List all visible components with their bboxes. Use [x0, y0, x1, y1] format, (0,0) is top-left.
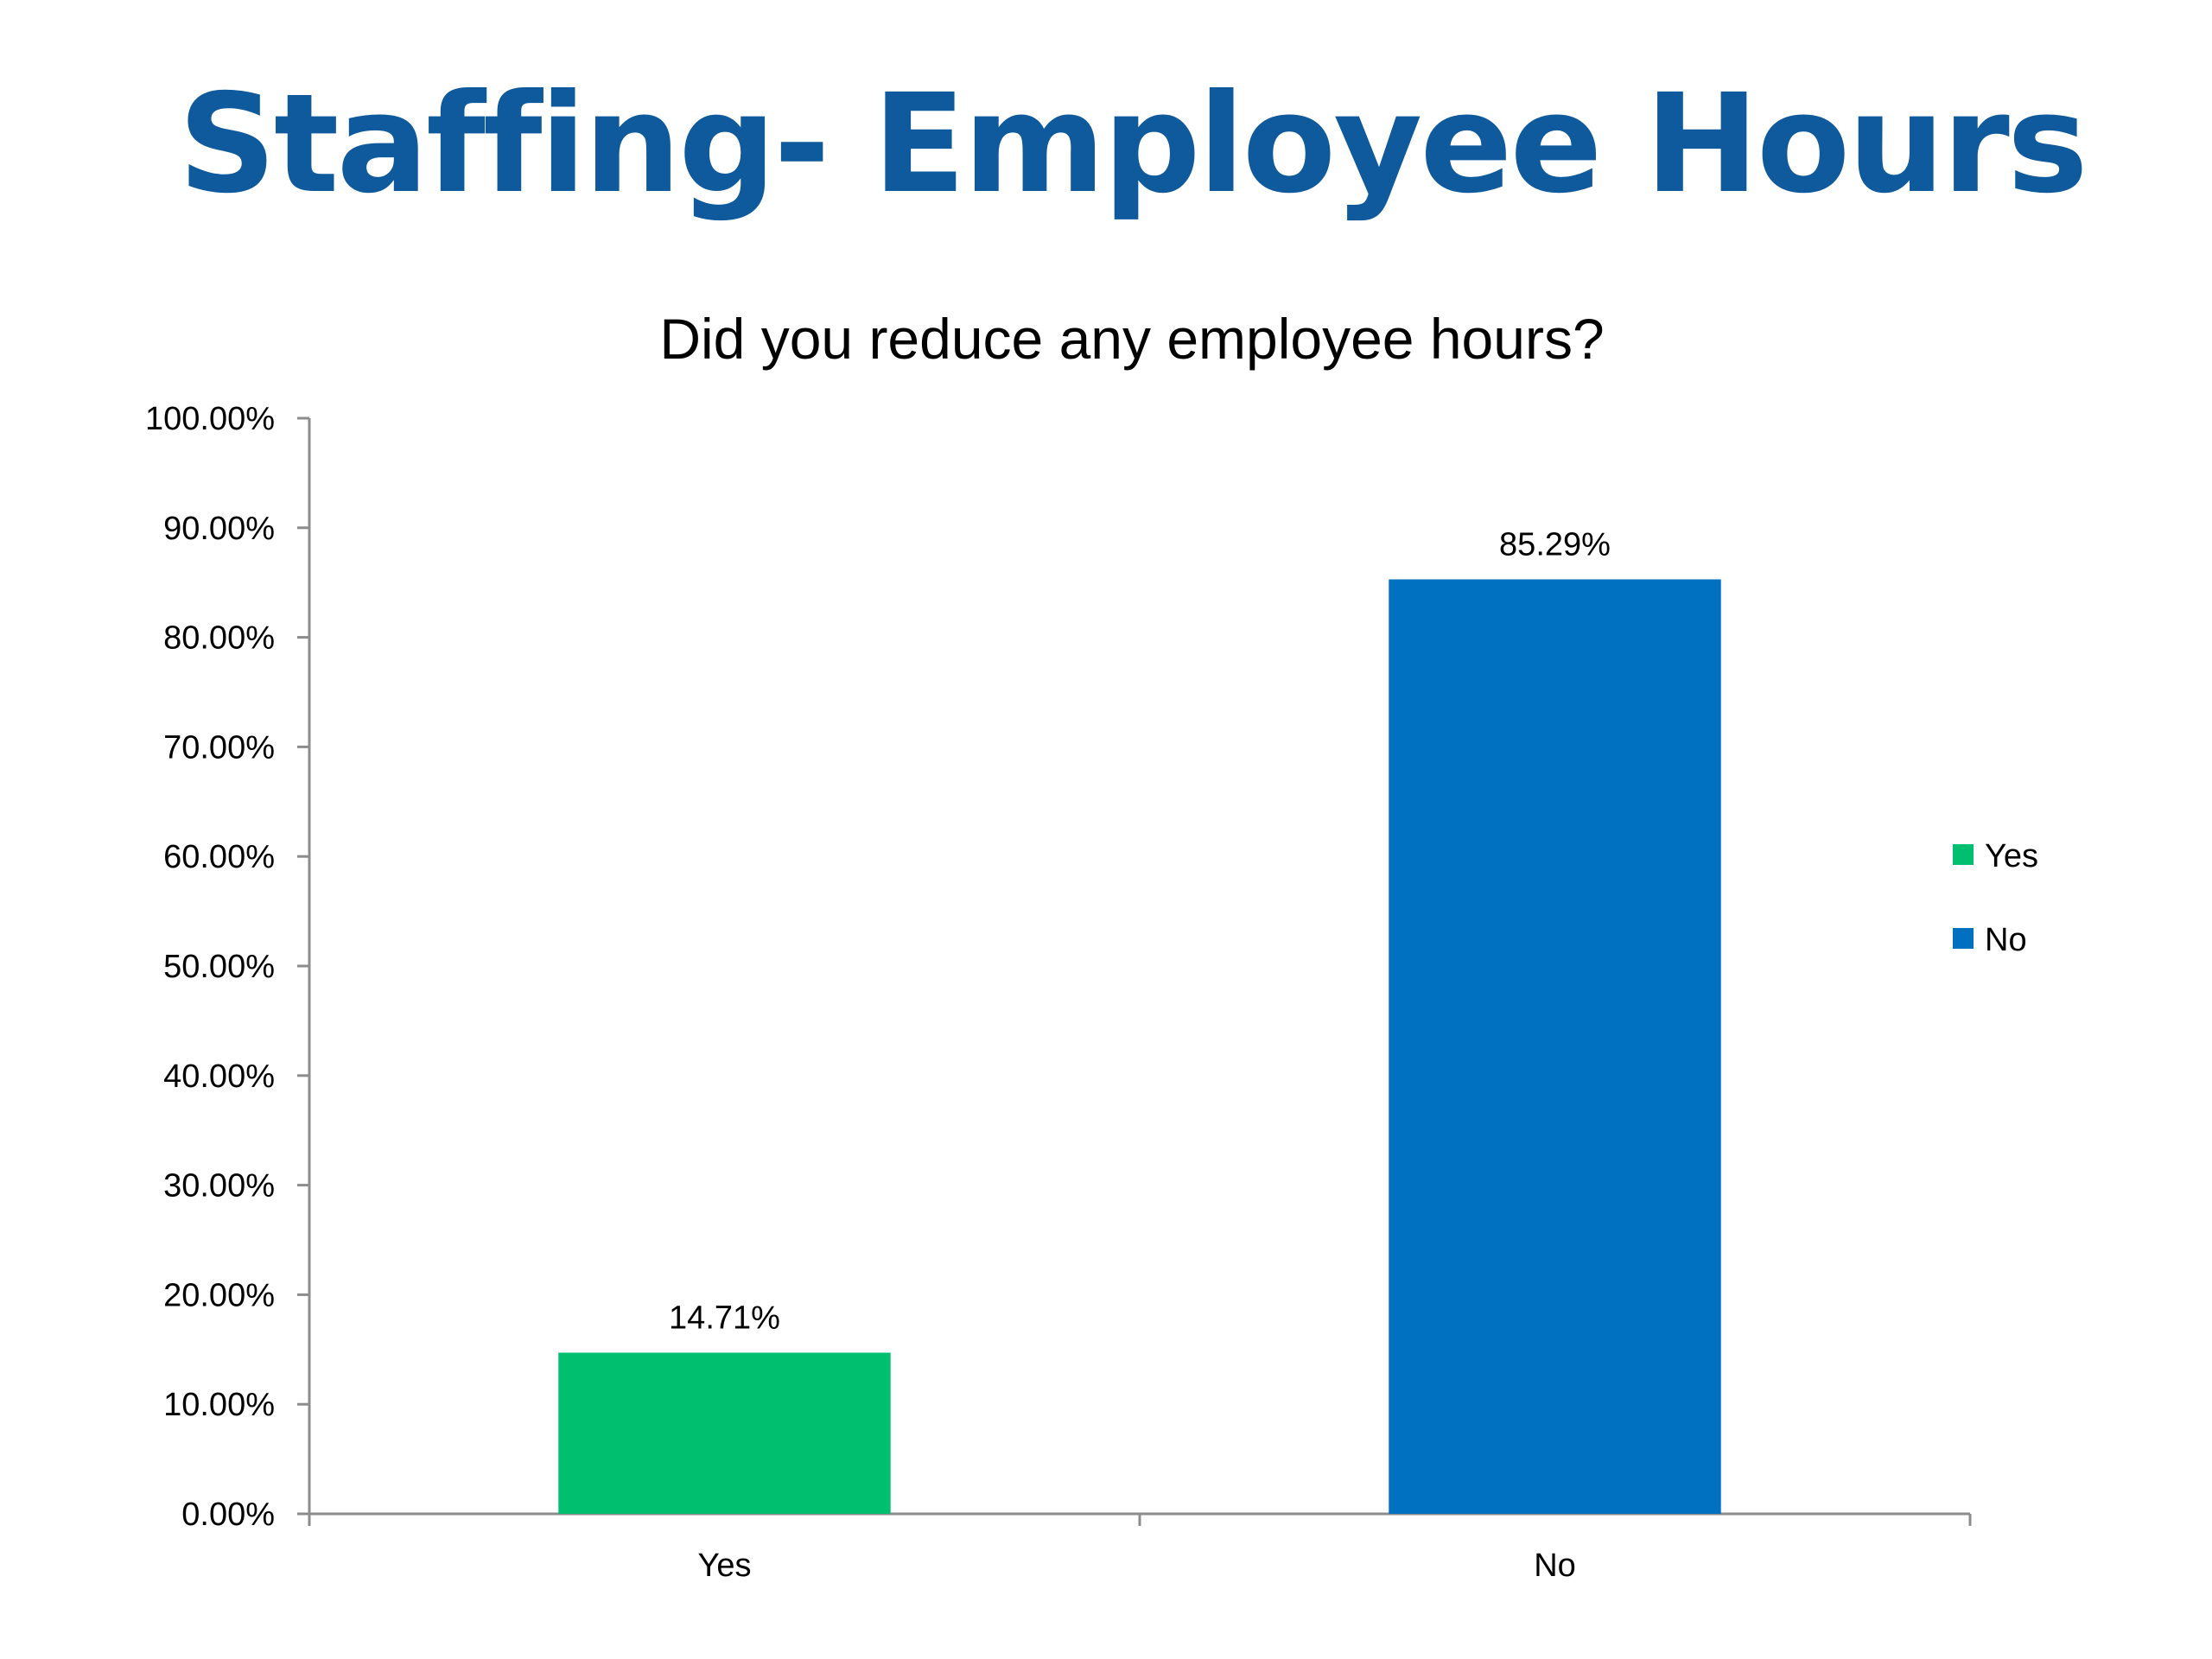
x-category-label: Yes: [698, 1548, 752, 1584]
x-axis: Yes No: [308, 1512, 1972, 1584]
legend-swatch-yes: [1953, 844, 1974, 865]
y-tick-label: 60.00%: [163, 839, 275, 875]
legend-label: Yes: [1985, 838, 2038, 874]
data-label: 14.71%: [669, 1300, 780, 1336]
slide-title: Staffing- Employee Hours: [178, 65, 2088, 224]
y-tick-label: 70.00%: [163, 729, 275, 766]
y-axis: 0.00% 10.00% 20.00% 30.00% 40.00% 50.00% 60.00…: [145, 401, 311, 1533]
data-labels: 14.71% 85.29%: [669, 527, 1611, 1337]
y-tick-label: 80.00%: [163, 620, 275, 657]
bar-no: [1389, 579, 1721, 1514]
legend-label: No: [1985, 922, 2027, 958]
data-label: 85.29%: [1499, 527, 1611, 563]
bar-yes: [558, 1352, 891, 1514]
x-category-label: No: [1534, 1548, 1576, 1584]
bars: [558, 579, 1721, 1514]
y-tick-label: 10.00%: [163, 1387, 275, 1423]
legend-swatch-no: [1953, 928, 1974, 949]
y-tick-label: 20.00%: [163, 1277, 275, 1313]
y-tick-label: 40.00%: [163, 1058, 275, 1095]
y-tick-label: 100.00%: [145, 401, 275, 437]
y-tick-label: 0.00%: [181, 1497, 275, 1533]
y-tick-label: 50.00%: [163, 949, 275, 985]
chart-title: Did you reduce any employee hours?: [659, 307, 1604, 371]
legend: Yes No: [1953, 838, 2038, 958]
y-tick-label: 90.00%: [163, 511, 275, 547]
y-tick-label: 30.00%: [163, 1168, 275, 1205]
